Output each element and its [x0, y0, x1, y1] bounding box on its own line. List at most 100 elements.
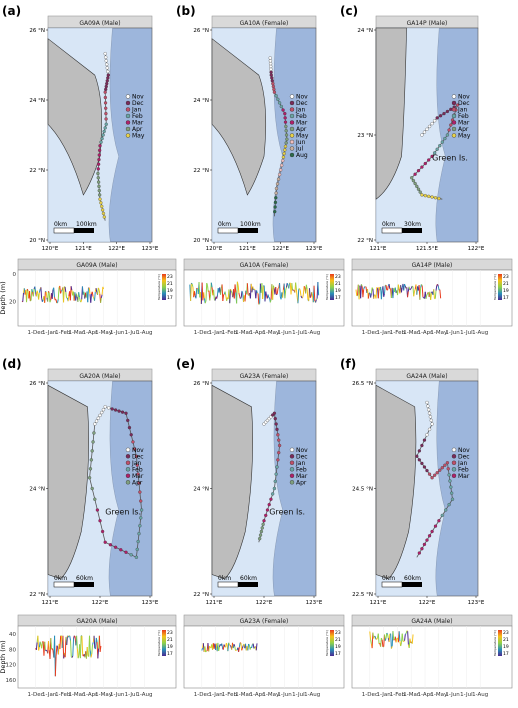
temperature-tick-label: 19 — [335, 644, 341, 650]
depth-segment — [60, 289, 63, 292]
depth-x-tick-label: 1-Jan — [42, 692, 57, 698]
track-point — [110, 407, 114, 411]
track-point — [100, 136, 104, 141]
temperature-tick-label: 17 — [503, 295, 509, 301]
track-point — [265, 508, 270, 512]
depth-segment — [282, 289, 284, 298]
depth-segment — [269, 299, 272, 303]
depth-segment — [97, 648, 100, 659]
temperature-colorbar — [330, 630, 334, 656]
depth-segment — [393, 639, 395, 641]
depth-segment — [88, 287, 91, 295]
depth-segment — [303, 285, 306, 288]
depth-segment — [88, 635, 91, 651]
depth-segment — [398, 631, 401, 642]
temperature-tick-label: 23 — [335, 274, 341, 280]
depth-segment — [38, 646, 40, 651]
track-point — [96, 176, 100, 180]
depth-segment — [257, 293, 260, 305]
track-point — [88, 467, 93, 471]
depth-segment — [439, 289, 442, 299]
depth-segment — [56, 645, 59, 648]
track-point — [117, 409, 121, 413]
depth-segment — [360, 284, 363, 287]
depth-segment — [370, 287, 373, 294]
depth-segment — [203, 292, 205, 299]
track-point — [278, 168, 283, 172]
track-point — [105, 66, 109, 70]
track-point — [104, 87, 108, 91]
depth-x-tick-label: 1-Jul — [125, 330, 138, 336]
legend-marker-may — [289, 133, 295, 138]
legend-marker-feb — [451, 467, 457, 472]
scale-bar-white — [381, 581, 403, 588]
legend-label-feb: Feb — [458, 466, 469, 473]
temperature-legend-title: Temperature (°C) — [493, 630, 497, 657]
track-point — [422, 438, 427, 442]
depth-segment — [363, 286, 365, 290]
depth-x-tick-label: 1-Dec — [194, 692, 210, 698]
y-tick-label: 22 °N — [193, 168, 209, 174]
depth-x-tick-label: 1-Mar — [235, 330, 252, 336]
track-point — [97, 153, 101, 157]
depth-segment — [371, 287, 374, 290]
depth-segment — [384, 638, 387, 641]
depth-segment — [414, 289, 416, 292]
depth-plot-area — [17, 625, 177, 689]
track-point — [104, 106, 108, 110]
depth-x-tick-label: 1-Apr — [418, 330, 434, 336]
depth-segment — [59, 635, 62, 650]
track-point — [100, 529, 105, 534]
depth-segment — [31, 289, 34, 293]
depth-segment — [76, 648, 79, 659]
depth-segment — [48, 641, 50, 651]
depth-segment — [293, 289, 295, 291]
legend-label-dec: Dec — [458, 453, 470, 460]
depth-segment — [39, 641, 42, 645]
depth-segment — [193, 291, 196, 296]
depth-segment — [22, 292, 25, 302]
temperature-tick-label: 19 — [167, 288, 173, 294]
track-point — [137, 481, 141, 485]
legend-label-nov: Nov — [296, 93, 308, 100]
temperature-legend-title: Temperature (°C) — [493, 274, 497, 301]
scale-bar-white — [53, 227, 75, 234]
track-point — [411, 179, 416, 183]
scale-distance-label: 60km — [404, 575, 421, 582]
track-point — [420, 461, 424, 466]
scale-distance-label: 100km — [76, 221, 97, 228]
depth-segment — [400, 287, 403, 293]
track-point — [450, 497, 455, 501]
depth-segment — [59, 285, 62, 294]
depth-segment — [206, 282, 208, 286]
track-point — [430, 529, 434, 534]
depth-segment — [45, 291, 48, 298]
depth-x-tick-label: 1-May — [95, 330, 113, 336]
temperature-tick-label: 21 — [503, 637, 509, 643]
track-point — [274, 422, 278, 426]
track-point — [422, 465, 427, 469]
depth-segment — [276, 288, 279, 294]
depth-x-tick-label: 1-Jun — [445, 330, 460, 336]
depth-segment — [91, 291, 94, 297]
legend-label-jan: Jan — [295, 106, 305, 113]
depth-segment — [286, 282, 289, 286]
depth-segment — [224, 291, 227, 296]
depth-segment — [69, 635, 72, 641]
depth-segment — [90, 293, 93, 303]
depth-segment — [437, 284, 439, 287]
x-tick-label: 123°E — [142, 600, 159, 606]
legend-marker-feb — [125, 467, 131, 472]
depth-segment — [387, 634, 389, 639]
depth-segment — [201, 647, 204, 651]
legend-label-mar: Mar — [132, 473, 144, 480]
depth-segment — [302, 294, 304, 298]
depth-segment — [373, 294, 375, 299]
legend-marker-jan — [451, 460, 457, 465]
track-point — [449, 491, 454, 495]
legend-label-feb: Feb — [296, 113, 307, 120]
depth-segment — [48, 292, 51, 303]
track-point — [105, 62, 109, 67]
